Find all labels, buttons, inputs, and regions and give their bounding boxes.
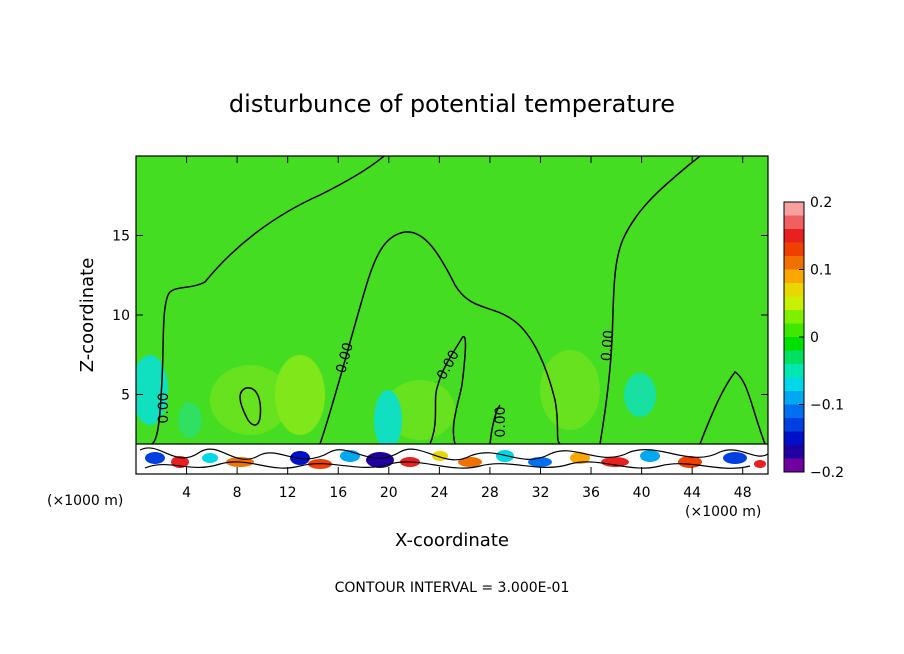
- colorbar-tick-label: 0.1: [810, 263, 832, 279]
- contour-label: 0.00: [599, 329, 618, 361]
- x-tick-label: 28: [481, 485, 499, 501]
- y-axis-label: Z-coordinate: [77, 258, 98, 373]
- contour-label: 0.00: [156, 392, 172, 423]
- x-unit-right: (×1000 m): [685, 504, 761, 520]
- x-axis-label: X-coordinate: [395, 530, 509, 551]
- colorbar-swatch: [784, 364, 804, 378]
- surface-contours: [136, 443, 768, 469]
- chart-title: disturbunce of potential temperature: [229, 90, 675, 118]
- y-tick-label: 10: [112, 308, 130, 324]
- colorbar-tick-label: 0: [810, 330, 819, 346]
- x-tick-label: 48: [734, 485, 752, 501]
- x-tick-label: 40: [633, 485, 651, 501]
- x-tick-label: 36: [582, 485, 600, 501]
- colorbar-swatch: [784, 445, 804, 459]
- x-tick-label: 16: [329, 485, 347, 501]
- colorbar-swatch: [784, 229, 804, 243]
- contour-label: 0.00: [493, 406, 509, 437]
- colorbar-tick-label: −0.2: [810, 465, 844, 481]
- colorbar-swatch: [784, 323, 804, 338]
- colorbar-swatch: [784, 404, 804, 419]
- x-tick-label: 8: [233, 485, 242, 501]
- warm-patch: [385, 380, 455, 440]
- cool-patch: [624, 373, 656, 417]
- colorbar-swatch: [784, 458, 804, 473]
- x-tick-label: 32: [532, 485, 550, 501]
- x-tick-label: 24: [430, 485, 448, 501]
- colorbar-swatch: [784, 296, 804, 311]
- colorbar-swatch: [784, 431, 804, 446]
- contour-interval-note: CONTOUR INTERVAL = 3.000E-01: [335, 580, 570, 596]
- cool-patch: [374, 390, 402, 450]
- colorbar-swatch: [784, 377, 804, 392]
- colorbar-swatch: [784, 283, 804, 297]
- colorbar-tick-label: −0.1: [810, 398, 844, 414]
- plot-field: 0.00 0.00 0.00 0.00 0.00: [136, 156, 768, 474]
- cool-patch: [178, 402, 202, 438]
- y-tick-label: 15: [112, 229, 130, 245]
- x-unit-left: (×1000 m): [47, 493, 123, 509]
- colorbar-swatch: [784, 350, 804, 365]
- colorbar-swatch: [784, 269, 804, 284]
- colorbar-tick-label: 0.2: [810, 195, 832, 211]
- colorbar-swatch: [784, 202, 804, 216]
- y-tick-label: 5: [121, 388, 130, 404]
- x-tick-label: 20: [380, 485, 398, 501]
- x-tick-label: 4: [182, 485, 191, 501]
- contour-label: 0.00: [333, 341, 357, 375]
- x-tick-label: 12: [279, 485, 297, 501]
- colorbar-swatch: [784, 337, 804, 351]
- colorbar-swatch: [784, 391, 804, 405]
- colorbar-swatch: [784, 418, 804, 432]
- colorbar-swatch: [784, 242, 804, 257]
- colorbar-swatch: [784, 310, 804, 324]
- x-axis: 4 8 12 16 20 24 28 32 36 40 44 48: [182, 156, 752, 501]
- colorbar: 0.2 0.1 0 −0.1 −0.2: [783, 195, 844, 481]
- warm-patch: [210, 365, 290, 435]
- x-tick-label: 44: [683, 485, 701, 501]
- colorbar-swatch: [784, 215, 804, 230]
- colorbar-swatch: [784, 256, 804, 270]
- warm-patch: [275, 355, 325, 435]
- warm-patch: [540, 350, 600, 430]
- y-axis: 5 10 15: [112, 229, 768, 404]
